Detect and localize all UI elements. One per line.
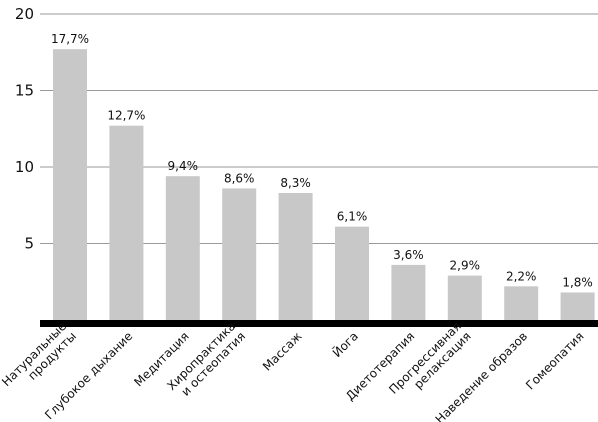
bar [335,226,369,320]
bar [53,49,87,320]
value-label: 8,3% [280,176,311,190]
bar [504,286,539,320]
bar [109,125,144,320]
bar [222,188,257,320]
value-label: 12,7% [107,109,145,123]
category-label: Йога [329,328,361,360]
y-axis-ticks: 5 10 15 20 [15,5,34,253]
value-label: 17,7% [51,32,89,46]
category-label-line: Гомеопатия [523,329,586,392]
bar [447,275,482,320]
y-tick-label: 20 [15,5,34,23]
category-label: Массаж [260,329,305,374]
value-label: 1,8% [562,275,593,289]
category-label-line: Массаж [260,329,305,374]
bar [391,264,426,320]
bars [53,49,595,320]
category-label: Гомеопатия [523,329,586,392]
y-tick-label: 10 [15,158,34,176]
value-labels: 17,7% 12,7% 9,4% 8,6% 8,3% 6,1% 3,6% 2,9% 2,2% 1,… [51,32,593,289]
bar [560,292,595,320]
value-label: 3,6% [393,248,424,262]
bar [278,193,313,320]
value-label: 8,6% [224,171,255,185]
value-label: 2,9% [450,259,481,273]
y-tick-label: 5 [24,235,34,253]
bar [165,176,200,320]
x-axis-baseline [40,320,598,327]
category-label-line: Йога [329,328,361,360]
y-tick-label: 15 [15,82,34,100]
value-label: 6,1% [337,210,368,224]
value-label: 9,4% [168,159,199,173]
value-label: 2,2% [506,269,537,283]
